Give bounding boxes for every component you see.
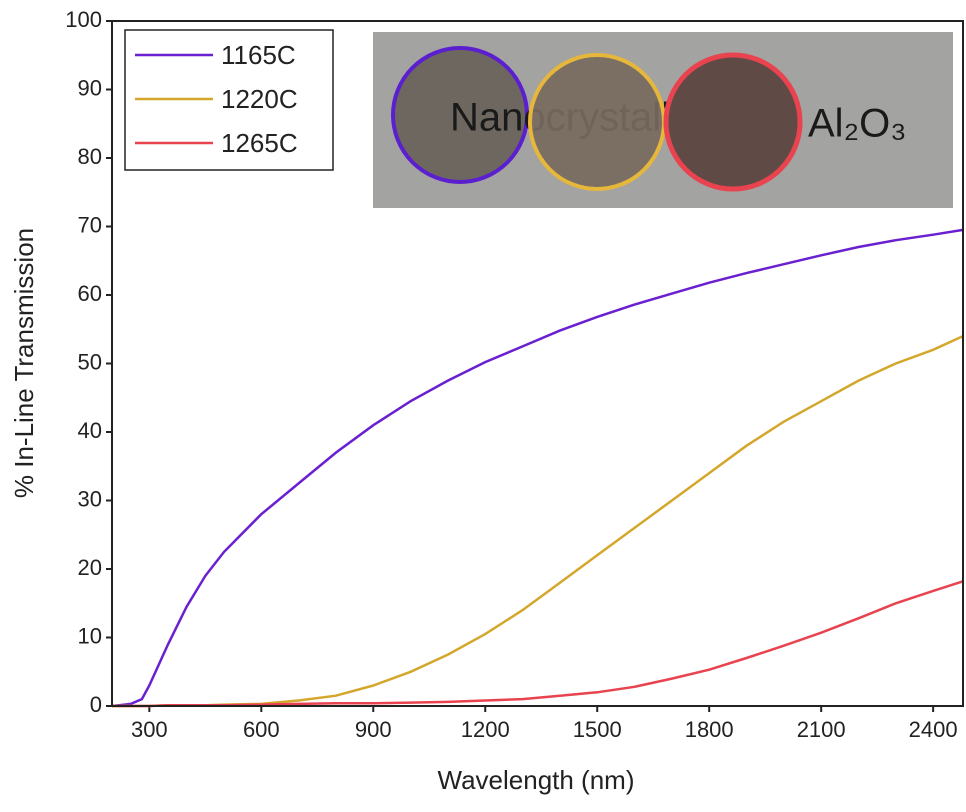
y-tick-label: 30 <box>78 486 102 511</box>
legend-label: 1220C <box>221 84 298 114</box>
y-tick-label: 90 <box>78 75 102 100</box>
legend-label: 1265C <box>221 128 298 158</box>
y-tick-label: 10 <box>78 623 102 648</box>
y-tick-label: 50 <box>78 349 102 374</box>
sample-disc <box>528 53 666 191</box>
y-tick-label: 100 <box>65 7 102 32</box>
x-tick-label: 600 <box>243 717 280 742</box>
x-tick-label: 2100 <box>797 717 846 742</box>
x-tick-label: 1200 <box>461 717 510 742</box>
x-tick-label: 1500 <box>573 717 622 742</box>
x-tick-label: 300 <box>131 717 168 742</box>
x-tick-label: 900 <box>355 717 392 742</box>
x-tick-label: 2400 <box>909 717 958 742</box>
sample-disc <box>663 52 803 192</box>
inset-label: Al₂O₃ <box>808 102 907 146</box>
x-tick-label: 1800 <box>685 717 734 742</box>
series-line <box>112 334 964 708</box>
y-tick-label: 70 <box>78 212 102 237</box>
y-axis-title: % In-Line Transmission <box>9 228 39 498</box>
y-tick-label: 80 <box>78 144 102 169</box>
y-tick-label: 60 <box>78 281 102 306</box>
series-line <box>111 228 964 708</box>
y-tick-label: 20 <box>78 555 102 580</box>
x-axis-title: Wavelength (nm) <box>438 765 635 795</box>
legend-label: 1165C <box>221 40 296 70</box>
plot-frame <box>111 20 964 707</box>
y-tick-label: 0 <box>90 692 102 717</box>
inset-photo: Nanocrystalline Al₂O₃ <box>373 32 953 208</box>
sample-disc <box>391 46 529 184</box>
y-tick-label: 40 <box>78 418 102 443</box>
